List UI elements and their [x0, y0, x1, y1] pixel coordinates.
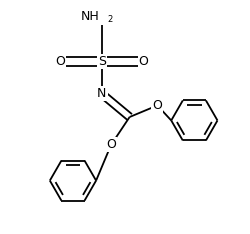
- Text: O: O: [138, 55, 148, 68]
- Text: O: O: [106, 138, 116, 151]
- Text: 2: 2: [108, 15, 113, 24]
- Text: N: N: [97, 87, 106, 100]
- Text: O: O: [152, 99, 162, 112]
- Text: S: S: [98, 55, 106, 68]
- Text: NH: NH: [81, 10, 100, 23]
- Text: O: O: [55, 55, 65, 68]
